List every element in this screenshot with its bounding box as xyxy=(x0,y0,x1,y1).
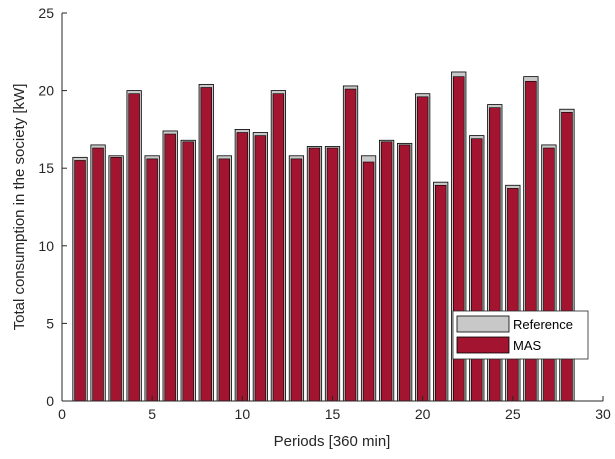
bar-mas xyxy=(362,161,375,402)
bar-mas xyxy=(200,87,212,402)
y-tick-label: 25 xyxy=(38,5,54,21)
x-tick-label: 25 xyxy=(505,406,521,422)
legend: Reference MAS xyxy=(452,310,589,360)
bar-mas xyxy=(146,158,158,402)
bar-mas xyxy=(543,147,555,402)
bar-mas xyxy=(507,188,519,402)
legend-swatch xyxy=(456,336,510,354)
bar-mas xyxy=(471,138,483,402)
bar-mas xyxy=(380,141,393,402)
bar-mas xyxy=(434,184,447,402)
bar-mas xyxy=(308,147,321,402)
x-tick-label: 10 xyxy=(235,406,251,422)
x-tick-label: 15 xyxy=(325,406,341,422)
legend-swatch xyxy=(456,315,510,333)
x-tick-label: 0 xyxy=(58,406,66,422)
bar-mas xyxy=(272,93,285,402)
bar-mas xyxy=(128,93,140,402)
axes-group: 0 5 10 15 20 25 30 0 5 10 15 20 25 xyxy=(38,5,611,422)
bar-mas xyxy=(74,160,86,402)
x-tick-label: 30 xyxy=(595,406,611,422)
y-tick-label: 0 xyxy=(46,393,54,409)
bars-group xyxy=(72,71,575,402)
x-tick-label: 5 xyxy=(148,406,156,422)
bar-mas xyxy=(416,96,429,402)
bar-mas xyxy=(164,133,176,402)
bar-mas xyxy=(398,144,411,402)
y-tick-label: 5 xyxy=(46,315,54,331)
x-axis-label: Periods [360 min] xyxy=(274,433,391,450)
bar-mas xyxy=(110,157,122,402)
bar-mas xyxy=(218,158,231,402)
bar-mas xyxy=(236,132,249,402)
bar-mas xyxy=(92,147,104,402)
legend-label: MAS xyxy=(513,338,542,353)
legend-label: Reference xyxy=(513,317,573,332)
y-tick-label: 15 xyxy=(38,160,54,176)
x-tick-label: 20 xyxy=(415,406,431,422)
y-axis-label: Total consumption in the society [kW] xyxy=(11,84,28,331)
bar-mas xyxy=(290,158,303,402)
bar-mas xyxy=(326,147,339,402)
bar-mas xyxy=(254,135,267,402)
bar-mas xyxy=(182,141,194,402)
bar-mas xyxy=(344,88,357,402)
y-tick-label: 10 xyxy=(38,238,54,254)
y-tick-label: 20 xyxy=(38,83,54,99)
